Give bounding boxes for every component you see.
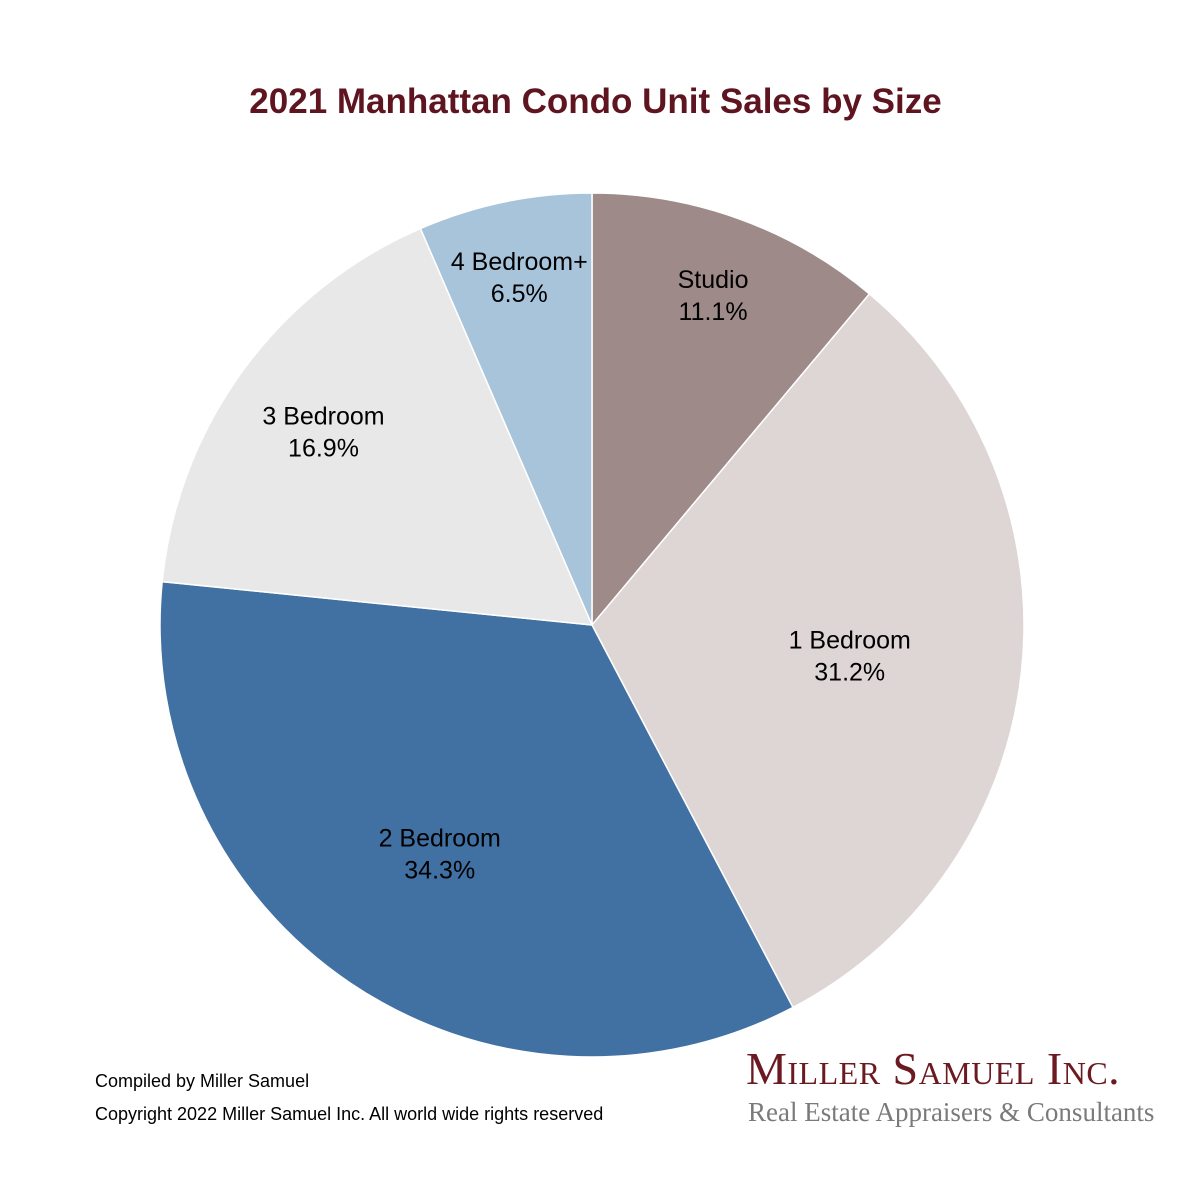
compiled-note: Compiled by Miller Samuel [95, 1071, 310, 1091]
slice-value-label: 16.9% [288, 435, 359, 463]
slice-value-label: 6.5% [491, 280, 548, 308]
logo-tagline: Real Estate Appraisers & Consultants [748, 1097, 1155, 1127]
slice-value-label: 11.1% [679, 298, 748, 326]
copyright-note: Copyright 2022 Miller Samuel Inc. All wo… [95, 1104, 604, 1124]
logo-name: Miller Samuel Inc. [746, 1043, 1121, 1094]
slice-label: 2 Bedroom [379, 825, 501, 853]
slice-value-label: 34.3% [404, 857, 475, 885]
pie-slice-4-bedroom- [419, 192, 593, 626]
pie-slice-2-bedroom [159, 580, 794, 1058]
slice-label: 4 Bedroom+ [451, 248, 588, 276]
pie-slice-studio [591, 192, 871, 628]
slice-label: 3 Bedroom [262, 403, 384, 431]
chart-title: 2021 Manhattan Condo Unit Sales by Size [249, 82, 942, 121]
slice-value-label: 31.2% [814, 659, 885, 687]
slice-label: 1 Bedroom [789, 627, 911, 655]
slice-label: Studio [678, 266, 749, 294]
pie-slice-3-bedroom [161, 227, 594, 626]
